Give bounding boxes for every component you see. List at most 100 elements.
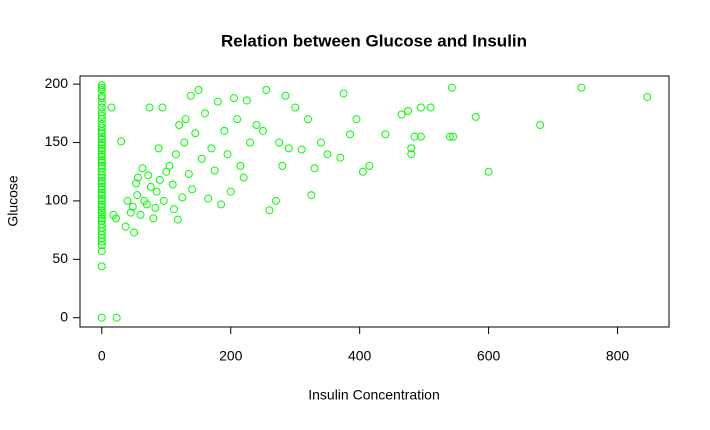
point	[145, 103, 154, 112]
point	[471, 112, 480, 121]
point	[204, 194, 213, 203]
point	[136, 210, 145, 219]
point	[407, 150, 416, 159]
point	[323, 150, 332, 159]
point	[97, 185, 106, 194]
y-tick-label: 100	[45, 192, 69, 208]
point	[165, 161, 174, 170]
point	[97, 188, 106, 197]
point	[97, 200, 106, 209]
point	[97, 135, 106, 144]
point	[155, 175, 164, 184]
point	[297, 145, 306, 154]
point	[365, 161, 374, 170]
point	[449, 132, 458, 141]
point	[352, 115, 361, 124]
point	[275, 138, 284, 147]
point	[97, 85, 106, 94]
point	[97, 262, 106, 271]
point	[97, 132, 106, 141]
point	[197, 154, 206, 163]
point	[178, 193, 187, 202]
point	[404, 106, 413, 115]
point	[97, 158, 106, 167]
point	[97, 182, 106, 191]
point	[97, 220, 106, 229]
point	[112, 313, 121, 322]
point	[577, 83, 586, 92]
point	[138, 164, 147, 173]
point	[416, 103, 425, 112]
point	[97, 214, 106, 223]
point	[191, 129, 200, 138]
point	[97, 140, 106, 149]
point	[397, 110, 406, 119]
point	[130, 228, 139, 237]
point	[97, 146, 106, 155]
point	[97, 179, 106, 188]
point	[207, 144, 216, 153]
point	[131, 179, 140, 188]
point	[278, 161, 287, 170]
y-tick-label: 50	[52, 250, 68, 266]
point	[200, 109, 209, 118]
point	[152, 187, 161, 196]
point	[181, 115, 190, 124]
point	[121, 222, 130, 231]
point	[336, 153, 345, 162]
point	[175, 121, 184, 130]
point	[97, 94, 106, 103]
point	[284, 144, 293, 153]
point	[407, 144, 416, 153]
point	[97, 103, 106, 112]
point	[154, 144, 163, 153]
x-axis-label: Insulin Concentration	[308, 387, 440, 403]
point	[291, 103, 300, 112]
point	[265, 206, 274, 215]
point	[97, 150, 106, 159]
point	[445, 132, 454, 141]
point	[97, 119, 106, 128]
point	[358, 167, 367, 176]
point	[168, 180, 177, 189]
point	[217, 200, 226, 209]
point	[258, 126, 267, 135]
point	[271, 196, 280, 205]
y-axis-label: Glucose	[5, 175, 21, 227]
point	[97, 164, 106, 173]
point	[97, 210, 106, 219]
point	[97, 144, 106, 153]
point	[97, 152, 106, 161]
y-tick-label: 150	[45, 133, 69, 149]
point	[97, 216, 106, 225]
point	[97, 83, 106, 92]
point	[159, 196, 168, 205]
point	[339, 89, 348, 98]
point	[281, 91, 290, 100]
point	[186, 91, 195, 100]
y-tick-label: 200	[45, 75, 69, 91]
point	[229, 94, 238, 103]
point	[236, 161, 245, 170]
point	[111, 214, 120, 223]
chart-title: Relation between Glucose and Insulin	[221, 31, 527, 50]
point	[223, 150, 232, 159]
point	[117, 137, 126, 146]
point	[97, 208, 106, 217]
point	[643, 92, 652, 101]
point	[142, 200, 151, 209]
point	[262, 85, 271, 94]
point	[97, 111, 106, 120]
point	[246, 138, 255, 147]
point	[97, 313, 106, 322]
x-tick-label: 400	[348, 348, 372, 364]
point	[170, 205, 179, 214]
point	[128, 202, 137, 211]
point	[171, 150, 180, 159]
y-tick-label: 0	[60, 308, 68, 324]
point	[97, 191, 106, 200]
point	[126, 208, 135, 217]
point	[97, 196, 106, 205]
point	[484, 167, 493, 176]
point	[97, 91, 106, 100]
